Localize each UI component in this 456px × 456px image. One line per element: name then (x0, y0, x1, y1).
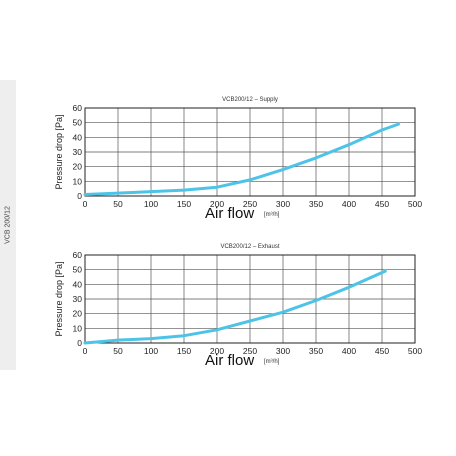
x-tick-label: 100 (144, 199, 158, 209)
x-tick-label: 300 (276, 346, 290, 356)
chart-title: VCB200/12 – Supply (222, 97, 278, 103)
x-axis-label: Air flow (205, 352, 254, 369)
x-tick-label: 350 (309, 199, 323, 209)
x-axis-unit: [m³/h] (264, 359, 280, 365)
x-axis-label: Air flow (205, 205, 254, 222)
series-line (83, 269, 387, 345)
chart-title: VCB200/12 – Exhaust (220, 244, 279, 250)
y-tick-label: 60 (73, 250, 83, 260)
x-tick-label: 400 (342, 346, 356, 356)
chart-1: VCB200/12 – Supply 0 10 20 30 40 50 60 0 50 100 150… (54, 97, 422, 222)
y-tick-label: 10 (73, 323, 83, 333)
x-tick-label: 150 (177, 346, 191, 356)
chart-2: VCB200/12 – Exhaust 0 10 20 30 40 50 60 0 50 100 15… (54, 244, 422, 369)
x-tick-label: 50 (113, 346, 123, 356)
plot-frame (84, 254, 416, 344)
x-tick-label: 200 (210, 199, 224, 209)
y-tick-label: 20 (73, 309, 83, 319)
x-tick-label: 350 (309, 346, 323, 356)
x-tick-label: 450 (375, 346, 389, 356)
x-tick-label: 400 (342, 199, 356, 209)
x-tick-label: 0 (83, 199, 88, 209)
y-tick-label: 0 (77, 338, 82, 348)
x-axis-unit: [m³/h] (264, 212, 280, 218)
y-tick-label: 40 (73, 279, 83, 289)
y-tick-label: 30 (73, 147, 83, 157)
series-line (83, 122, 400, 196)
x-tick-label: 500 (408, 346, 422, 356)
y-tick-label: 60 (73, 103, 83, 113)
side-strip (0, 80, 16, 370)
x-tick-label: 150 (177, 199, 191, 209)
x-tick-label: 300 (276, 199, 290, 209)
y-tick-label: 50 (73, 118, 83, 128)
x-tick-label: 100 (144, 346, 158, 356)
y-axis-label: Pressure drop [Pa] (54, 114, 64, 189)
x-tick-label: 500 (408, 199, 422, 209)
y-tick-label: 30 (73, 294, 83, 304)
x-tick-label: 50 (113, 199, 123, 209)
y-tick-label: 40 (73, 132, 83, 142)
x-tick-label: 0 (83, 346, 88, 356)
x-tick-label: 450 (375, 199, 389, 209)
y-tick-label: 20 (73, 162, 83, 172)
y-tick-label: 10 (73, 176, 83, 186)
y-axis-label: Pressure drop [Pa] (54, 261, 64, 336)
y-tick-label: 0 (77, 191, 82, 201)
x-tick-label: 250 (243, 199, 257, 209)
y-tick-label: 50 (73, 265, 83, 275)
x-tick-label: 250 (243, 346, 257, 356)
plot-frame (84, 107, 416, 197)
x-tick-label: 200 (210, 346, 224, 356)
